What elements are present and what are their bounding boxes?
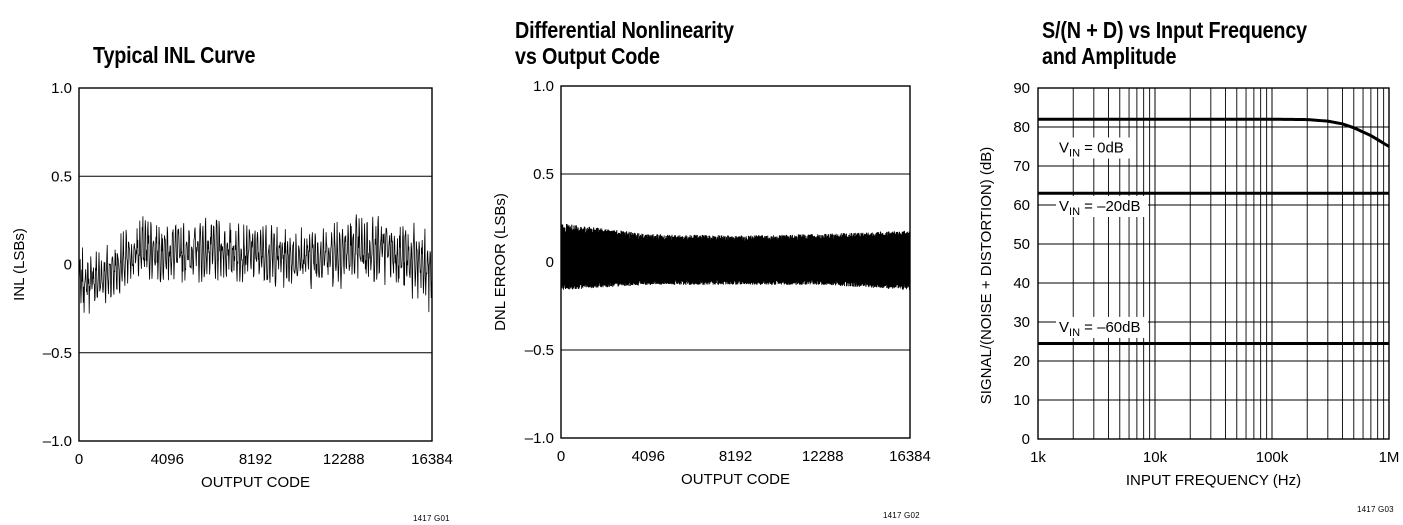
y-tick-label: –1.0 <box>525 430 554 447</box>
y-tick-label: –0.5 <box>43 345 72 362</box>
inl-chart: 1.00.50–0.5–1.00 4096 8192 12288 16384OUTPUT… <box>11 80 453 491</box>
x-tick-label: 100k <box>1256 449 1289 466</box>
x-tick-label: 12288 <box>323 451 365 468</box>
plot-frame <box>78 87 433 442</box>
series-label-bg <box>1056 196 1148 217</box>
y-tick-label: 50 <box>1013 236 1030 253</box>
chart-title-line-1: Differential Nonlinearity <box>515 17 734 43</box>
dnl-chart-panel: Differential Nonlinearity vs Output Code… <box>468 0 936 525</box>
y-tick-label: 70 <box>1013 158 1030 175</box>
series-label-sub: IN <box>1069 327 1080 339</box>
x-tick-label: 4096 <box>151 451 184 468</box>
x-tick-label: 1M <box>1379 449 1400 466</box>
series-label: VIN = –20dB <box>1059 198 1140 218</box>
series-label-sub: IN <box>1069 206 1080 218</box>
series-label-bg <box>1056 316 1148 338</box>
series-line <box>1038 117 1390 148</box>
y-tick-label: 10 <box>1013 392 1030 409</box>
x-tick-label: 8192 <box>239 451 272 468</box>
figure-id: 1417 G02 <box>883 511 920 520</box>
y-axis-label: SIGNAL/(NOISE + DISTORTION) (dB) <box>978 147 995 404</box>
x-tick-label: 0 <box>75 451 83 468</box>
y-tick-label: –0.5 <box>525 342 554 359</box>
y-tick-label: 40 <box>1013 275 1030 292</box>
x-tick-label: 0 <box>557 448 565 465</box>
y-tick-label: 0 <box>64 257 72 274</box>
series-label-sub: IN <box>1069 148 1080 160</box>
chart-title: Differential Nonlinearity vs Output Code <box>515 17 734 69</box>
noise-trace-group <box>560 224 911 291</box>
x-tick-label: 10k <box>1143 449 1168 466</box>
snd-chart-panel: S/(N + D) vs Input Frequency and Amplitu… <box>936 0 1403 525</box>
series-label: VIN = –60dB <box>1059 319 1140 339</box>
series-label-main: V <box>1059 198 1069 215</box>
chart-title: S/(N + D) vs Input Frequency and Amplitu… <box>1042 17 1307 69</box>
data-trace-line <box>560 224 911 291</box>
x-axis-label: OUTPUT CODE <box>681 471 790 488</box>
series-label-bg <box>1056 137 1132 159</box>
series-label-rest: = –20dB <box>1080 198 1140 215</box>
y-tick-label: 20 <box>1013 353 1030 370</box>
y-tick-label: 0 <box>546 254 554 271</box>
y-axis-label: INL (LSBs) <box>11 228 28 301</box>
y-tick-label: 0.5 <box>51 168 72 185</box>
dnl-chart: 1.00.50–0.5–1.00 4096 8192 12288 16384OUTPUT… <box>492 78 931 488</box>
plot-frame <box>1037 87 1390 440</box>
x-tick-label: 4096 <box>632 448 665 465</box>
chart-title-line: Typical INL Curve <box>93 42 256 68</box>
y-tick-label: 1.0 <box>533 78 554 95</box>
noise-trace-group <box>78 214 433 314</box>
series-label: VIN = 0dB <box>1059 140 1124 160</box>
chart-title: Typical INL Curve <box>93 42 256 68</box>
series-label-rest: = 0dB <box>1080 140 1124 157</box>
x-tick-label: 8192 <box>719 448 752 465</box>
y-tick-label: 0 <box>1022 431 1030 448</box>
x-tick-label: 16384 <box>889 448 931 465</box>
data-trace-line <box>78 214 433 314</box>
chart-title-line-1: S/(N + D) vs Input Frequency <box>1042 17 1308 43</box>
series-label-main: V <box>1059 319 1069 336</box>
figure-id: 1417 G01 <box>413 514 450 523</box>
x-axis-label: OUTPUT CODE <box>201 474 310 491</box>
y-axis-label: DNL ERROR (LSBs) <box>492 193 509 331</box>
x-tick-label: 12288 <box>802 448 844 465</box>
chart-title-line-2: and Amplitude <box>1042 43 1177 69</box>
y-tick-label: 60 <box>1013 197 1030 214</box>
y-tick-label: –1.0 <box>43 433 72 450</box>
series-label-rest: = –60dB <box>1080 319 1140 336</box>
y-tick-label: 80 <box>1013 119 1030 136</box>
y-tick-label: 90 <box>1013 80 1030 97</box>
x-tick-label: 16384 <box>411 451 453 468</box>
y-tick-label: 0.5 <box>533 166 554 183</box>
x-tick-label: 1k <box>1030 449 1046 466</box>
y-tick-label: 1.0 <box>51 80 72 97</box>
y-tick-label: 30 <box>1013 314 1030 331</box>
figure-id: 1417 G03 <box>1357 505 1394 514</box>
x-axis-label: INPUT FREQUENCY (Hz) <box>1126 472 1301 489</box>
series-label-main: V <box>1059 140 1069 157</box>
chart-title-line-2: vs Output Code <box>515 43 660 69</box>
plot-frame <box>560 85 911 439</box>
inl-chart-panel: Typical INL Curve 1.0 0.5 0 –0.5 –1.0 0 4096 81… <box>0 0 468 525</box>
